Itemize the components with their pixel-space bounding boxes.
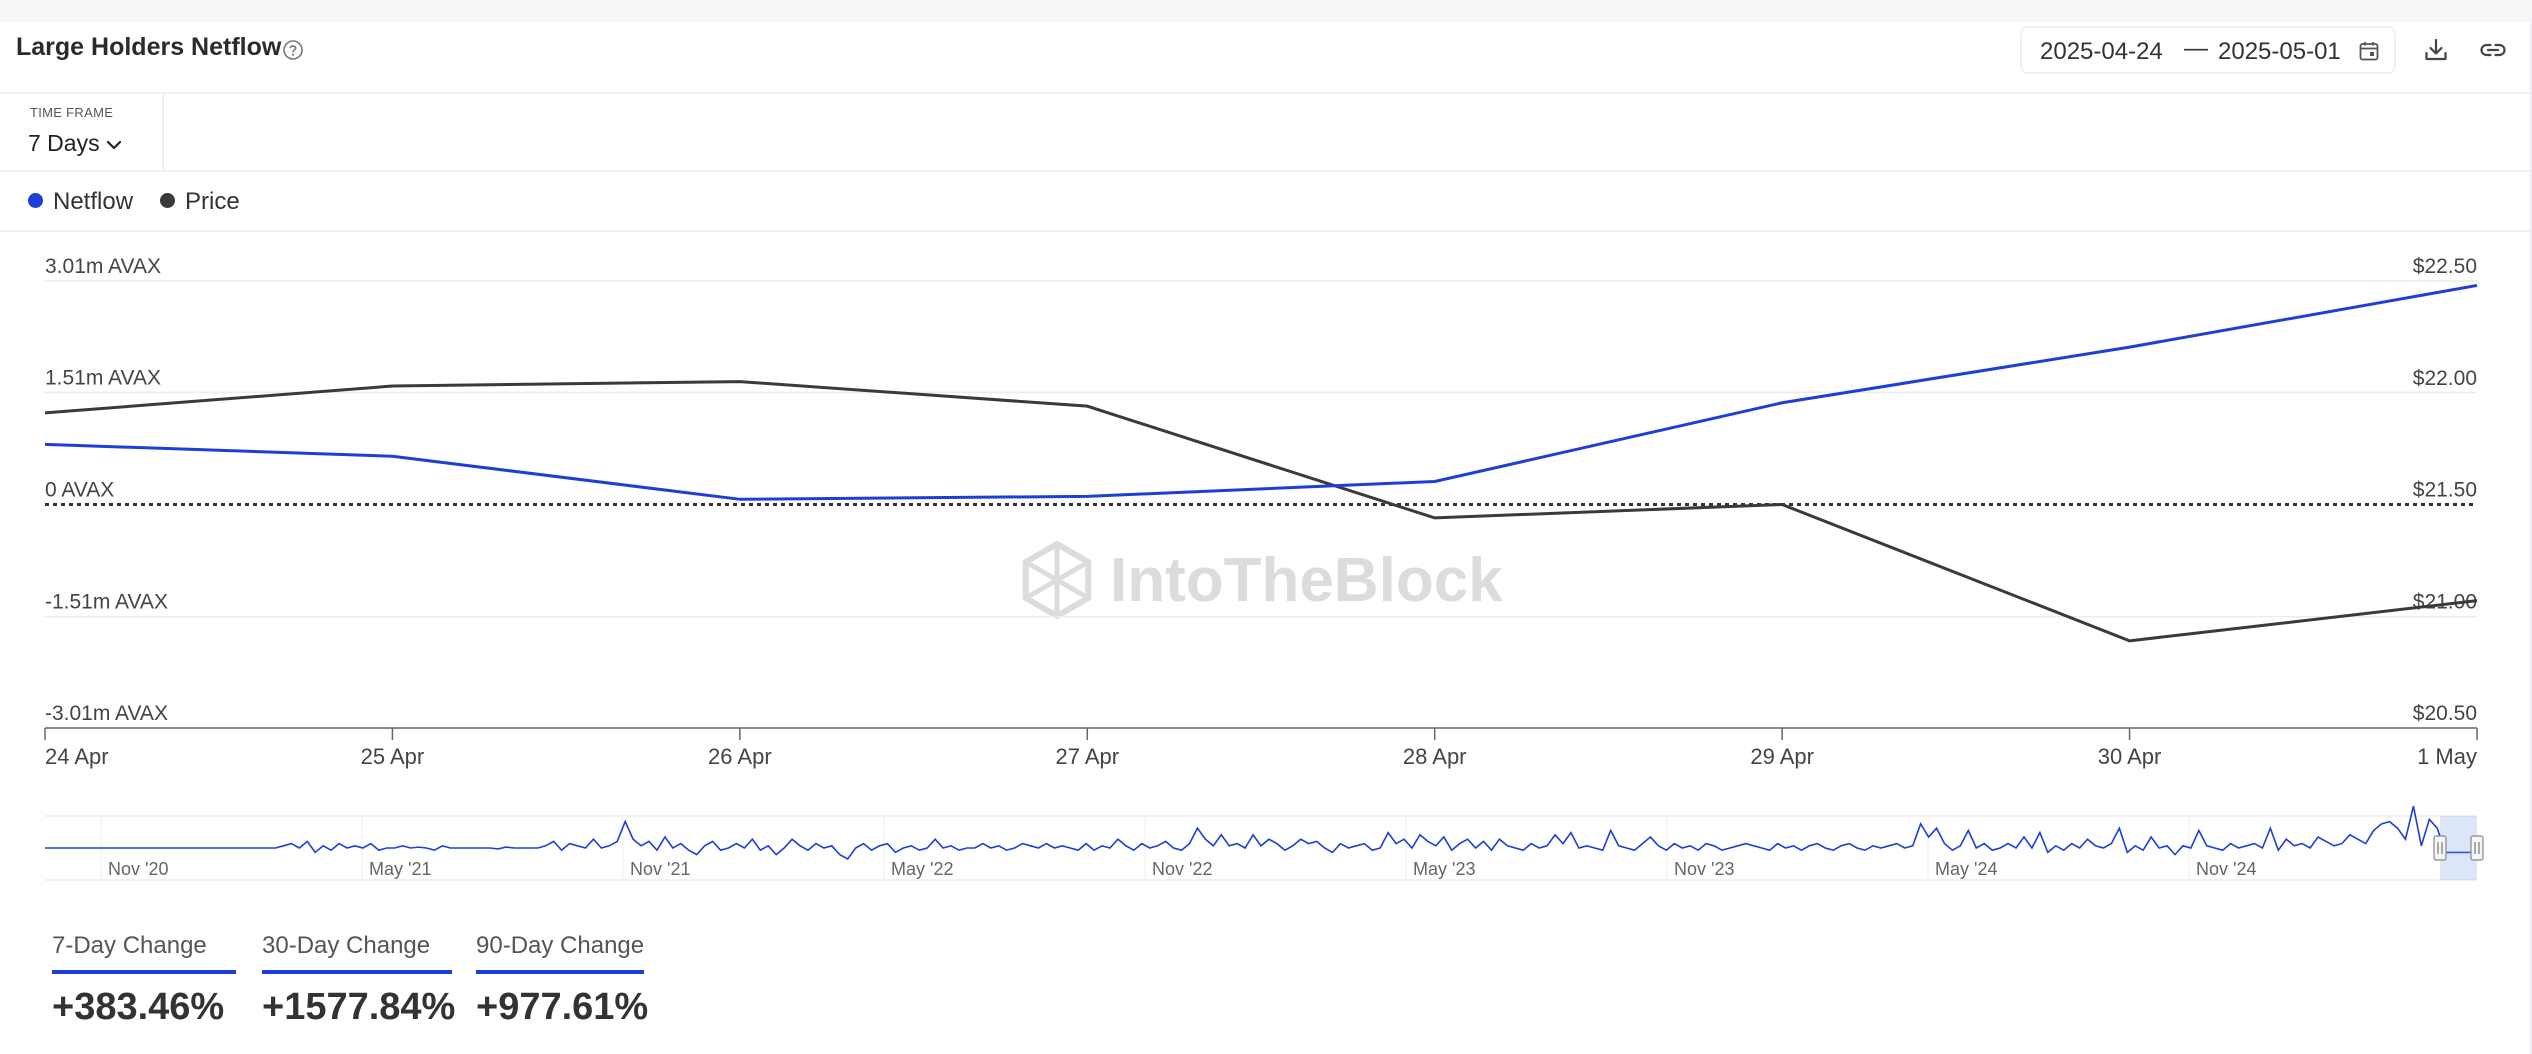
date-start: 2025-04-24 [2040,38,2163,65]
chevron-down-icon [106,140,121,150]
x-tick-label: 24 Apr [45,744,109,769]
navigator-tick-label: May '21 [369,859,431,879]
date-end: 2025-05-01 [2218,38,2341,65]
y-left-tick-label: -1.51m AVAX [45,591,168,614]
stat-7-day: 7-Day Change +383.46% [52,932,236,1029]
card-header [0,22,2530,94]
x-tick-label: 1 May [2417,744,2477,769]
stat-value-30-day: +1577.84% [262,986,456,1028]
navigator-tick-label: Nov '20 [108,859,168,879]
price-series-line [44,380,2478,643]
chart-title: Large Holders Netflow [16,33,282,61]
timeframe-label: TIME FRAME [30,105,114,120]
watermark: IntoTheBlock [1022,540,1503,620]
y-left-tick-label: 3.01m AVAX [45,255,161,278]
netflow-price-chart[interactable]: IntoTheBlock 3.01m AVAX 1.51m AVAX 0 AVAX -1… [0,232,2532,922]
help-icon[interactable] [282,39,304,61]
navigator-tick-label: Nov '21 [630,859,690,879]
y-right-tick-label: $21.50 [2413,479,2477,502]
stat-30-day: 30-Day Change +1577.84% [262,932,455,1029]
y-left-tick-label: -3.01m AVAX [45,702,168,725]
navigator-handle[interactable] [2433,835,2447,861]
navigator-handle[interactable] [2470,835,2484,861]
timeframe-dropdown[interactable]: 7 Days [28,130,122,157]
navigator-tick-label: May '23 [1413,859,1475,879]
x-tick-label: 26 Apr [708,744,772,769]
x-tick-label: 27 Apr [1055,744,1119,769]
stat-value-90-day: +977.61% [476,986,649,1028]
download-icon[interactable] [2422,36,2450,64]
navigator-series-line [45,806,2477,861]
netflow-legend-dot [28,193,43,209]
y-left-tick-label: 0 AVAX [45,479,114,502]
date-separator: — [2184,35,2208,62]
chart-card [0,22,2532,1054]
divider [0,230,2530,232]
stat-90-day: 90-Day Change +977.61% [476,932,648,1029]
navigator-tick-label: Nov '22 [1152,859,1212,879]
legend-item-netflow[interactable]: Netflow [28,188,133,216]
y-left-tick-label: 1.51m AVAX [45,366,161,389]
timeframe-box [0,94,164,170]
navigator-tick-label: Nov '24 [2196,859,2256,879]
divider [0,170,2530,172]
legend-label-netflow: Netflow [53,188,134,215]
x-tick-label: 29 Apr [1750,744,1814,769]
stat-value-7-day: +383.46% [52,986,225,1028]
navigator-tick-label: May '24 [1935,859,1997,879]
date-range-picker[interactable]: 2025-04-24 — 2025-05-01 [2020,26,2396,74]
netflow-series-line [44,283,2478,501]
navigator-tick-label: Nov '23 [1674,859,1734,879]
watermark-logo-icon [1022,540,1092,620]
y-right-tick-label: $20.50 [2413,702,2477,725]
watermark-text: IntoTheBlock [1110,546,1503,615]
calendar-icon [2359,42,2379,61]
price-legend-dot [160,193,175,209]
legend-item-price[interactable]: Price [160,188,240,216]
y-right-tick-label: $22.00 [2413,367,2477,390]
tab-30-day-change[interactable]: 30-Day Change [262,932,452,974]
legend-label-price: Price [185,188,240,215]
tab-7-day-change[interactable]: 7-Day Change [52,932,236,974]
top-strip [0,0,2532,22]
y-right-tick-label: $22.50 [2413,255,2477,278]
x-tick-label: 25 Apr [361,744,425,769]
x-tick-label: 28 Apr [1403,744,1467,769]
navigator-tick-label: May '22 [891,859,953,879]
link-icon[interactable] [2478,36,2508,64]
timeframe-value: 7 Days [28,130,100,156]
tab-90-day-change[interactable]: 90-Day Change [476,932,644,974]
x-tick-label: 30 Apr [2098,744,2162,769]
